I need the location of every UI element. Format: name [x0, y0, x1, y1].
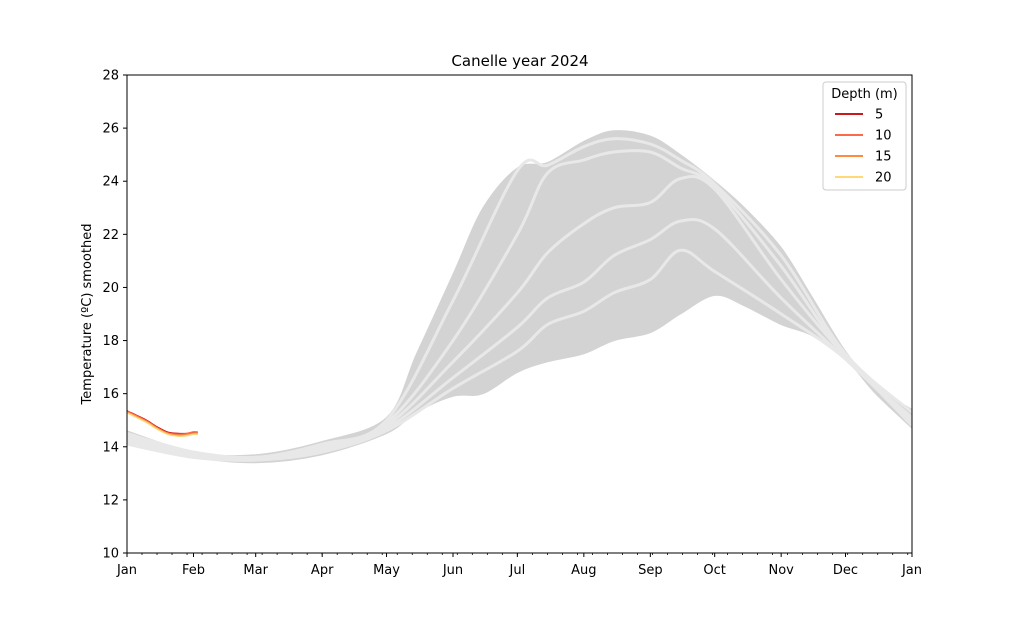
y-tick-label: 20 — [102, 281, 119, 296]
x-tick-label: Jan — [901, 563, 922, 578]
x-tick-label: Oct — [703, 563, 725, 578]
climatology-range-band — [127, 130, 912, 464]
y-tick-label: 18 — [102, 334, 119, 349]
climatology-line-5 — [127, 248, 912, 462]
legend-title: Depth (m) — [831, 87, 898, 102]
legend: Depth (m) 5 10 15 20 — [822, 81, 907, 191]
y-tick-label: 14 — [102, 440, 119, 455]
series-line-depth-20 — [127, 412, 198, 437]
plot-frame — [126, 74, 913, 554]
plot-area — [127, 130, 912, 464]
x-tick-label: Apr — [311, 563, 334, 578]
legend-label-depth-20: 20 — [875, 171, 892, 186]
y-tick-label: 28 — [102, 69, 119, 84]
y-tick-label: 10 — [102, 547, 119, 562]
x-tick-label: Feb — [182, 563, 205, 578]
y-axis-label: Temperature (ºC) smoothed — [80, 224, 95, 406]
climatology-line-3 — [127, 175, 912, 460]
y-tick-label: 22 — [102, 228, 119, 243]
axes: 10 12 14 16 18 20 22 24 26 28 Jan Feb Mar Apr May Jun Ju… — [102, 69, 922, 579]
y-tick-label: 24 — [102, 175, 119, 190]
y-tick-label: 12 — [102, 493, 119, 508]
x-tick-label: Aug — [571, 563, 596, 578]
x-tick-label: Sep — [638, 563, 663, 578]
x-tick-label: Dec — [833, 563, 858, 578]
legend-box — [822, 81, 907, 191]
y-tick-label: 26 — [102, 122, 119, 137]
x-tick-label: Jul — [509, 563, 526, 578]
legend-label-depth-10: 10 — [875, 129, 892, 144]
chart-title: Canelle year 2024 — [451, 52, 588, 70]
legend-label-depth-15: 15 — [875, 150, 892, 165]
x-tick-label: Jun — [442, 563, 463, 578]
climatology-line-1 — [127, 137, 912, 460]
x-tick-label: Nov — [768, 563, 794, 578]
y-tick-label: 16 — [102, 387, 119, 402]
x-tick-label: May — [373, 563, 400, 578]
legend-label-depth-5: 5 — [875, 108, 883, 123]
x-tick-label: Mar — [243, 563, 268, 578]
x-tick-label: Jan — [116, 563, 137, 578]
